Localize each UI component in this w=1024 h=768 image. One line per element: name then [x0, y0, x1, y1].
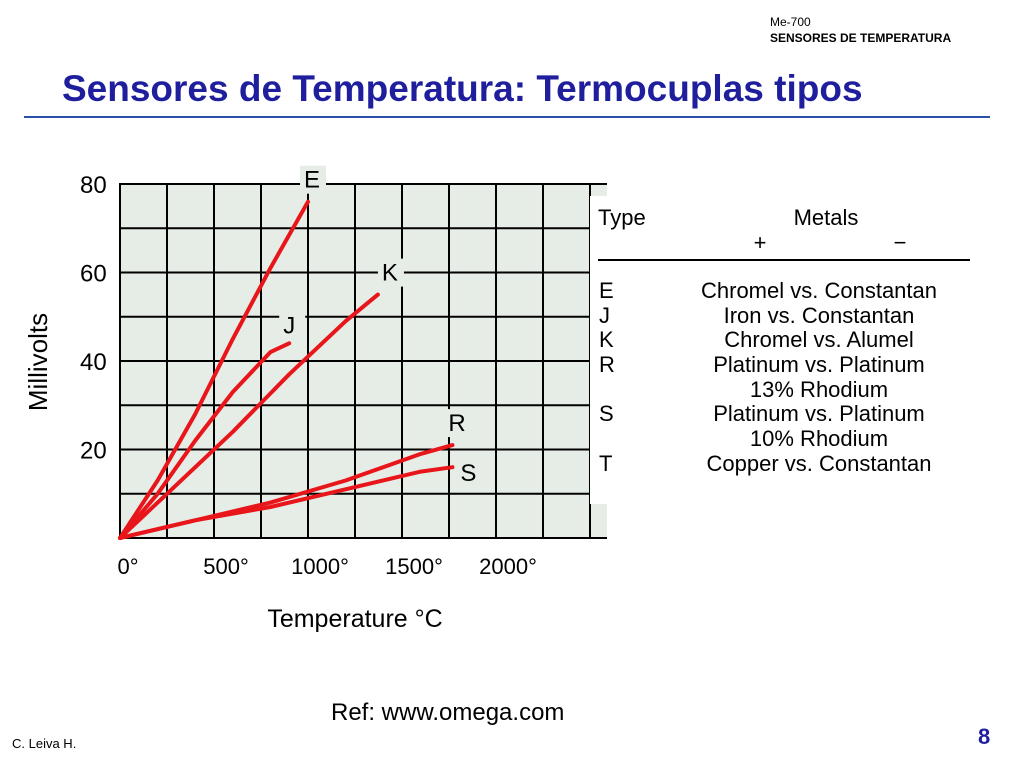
- table-header-metals: Metals: [794, 205, 859, 230]
- series-label-j: J: [283, 312, 295, 339]
- series-label-bg: [444, 409, 471, 438]
- table-type-e: E: [599, 278, 614, 303]
- series-line-s: [118, 465, 455, 540]
- x-tick-label: 1000°: [291, 554, 349, 579]
- series-label-s: S: [460, 460, 476, 487]
- series-label-bg: [456, 459, 483, 488]
- series-labels: E J K RS: [279, 165, 483, 488]
- page-number: 8: [978, 724, 991, 749]
- series-label-k: K: [382, 260, 398, 287]
- series-label-e: E: [304, 167, 320, 194]
- table-type-k: K: [599, 327, 614, 352]
- reference-text: Ref: www.omega.com: [331, 699, 565, 726]
- title-divider: [24, 116, 990, 118]
- series: [118, 199, 455, 540]
- y-tick-label: 40: [80, 349, 107, 376]
- y-axis-label: Millivolts: [23, 313, 53, 411]
- slide-title: Sensores de Temperatura: Termocuplas tip…: [62, 68, 863, 109]
- series-line-k: [118, 292, 380, 540]
- table-type-s: S: [599, 401, 614, 426]
- table-header-plus: +: [754, 230, 767, 255]
- y-tick-label: 60: [80, 261, 107, 288]
- x-tick-label: 0°: [117, 554, 138, 579]
- table-metal-line: 13% Rhodium: [750, 377, 888, 402]
- course-subject: SENSORES DE TEMPERATURA: [770, 31, 952, 45]
- table-panel: [590, 196, 982, 504]
- x-tick-label: 500°: [203, 554, 249, 579]
- x-axis-label: Temperature °C: [267, 605, 442, 633]
- series-line-j: [118, 341, 292, 540]
- table-header-minus: −: [894, 230, 907, 255]
- x-axis-ticks: 0° 500° 1000° 1500° 2000°: [117, 554, 536, 579]
- series-label-bg: [300, 165, 326, 194]
- series-label-bg: [279, 311, 306, 340]
- table-metal-line: Chromel vs. Constantan: [701, 278, 937, 303]
- x-tick-label: 2000°: [479, 554, 537, 579]
- y-tick-label: 80: [80, 172, 107, 199]
- series-label-r: R: [448, 410, 465, 437]
- author-name: C. Leiva H.: [12, 736, 77, 751]
- series-label-bg: [377, 258, 404, 287]
- series-line-e: [118, 199, 310, 540]
- y-tick-label: 20: [80, 438, 107, 465]
- table-header-type: Type: [598, 205, 646, 230]
- table-metal-line: Iron vs. Constantan: [724, 303, 915, 328]
- table-metal-line: Platinum vs. Platinum: [713, 401, 925, 426]
- table-type-r: R: [599, 352, 615, 377]
- x-tick-label: 1500°: [385, 554, 443, 579]
- table-metal-line: Copper vs. Constantan: [706, 451, 931, 476]
- table-metal-line: Platinum vs. Platinum: [713, 352, 925, 377]
- course-code: Me-700: [770, 15, 811, 29]
- course-header: Me-700 SENSORES DE TEMPERATURA: [770, 14, 951, 46]
- thermocouple-chart: 20 40 60 80 0° 500° 1000° 1500° 2000° Millivolt…: [23, 165, 982, 633]
- table-metal-line: Chromel vs. Alumel: [724, 327, 914, 352]
- y-axis-ticks: 20 40 60 80: [80, 172, 107, 465]
- table-type-j: J: [599, 303, 610, 328]
- table-metal-line: 10% Rhodium: [750, 426, 888, 451]
- table-type-t: T: [599, 451, 612, 476]
